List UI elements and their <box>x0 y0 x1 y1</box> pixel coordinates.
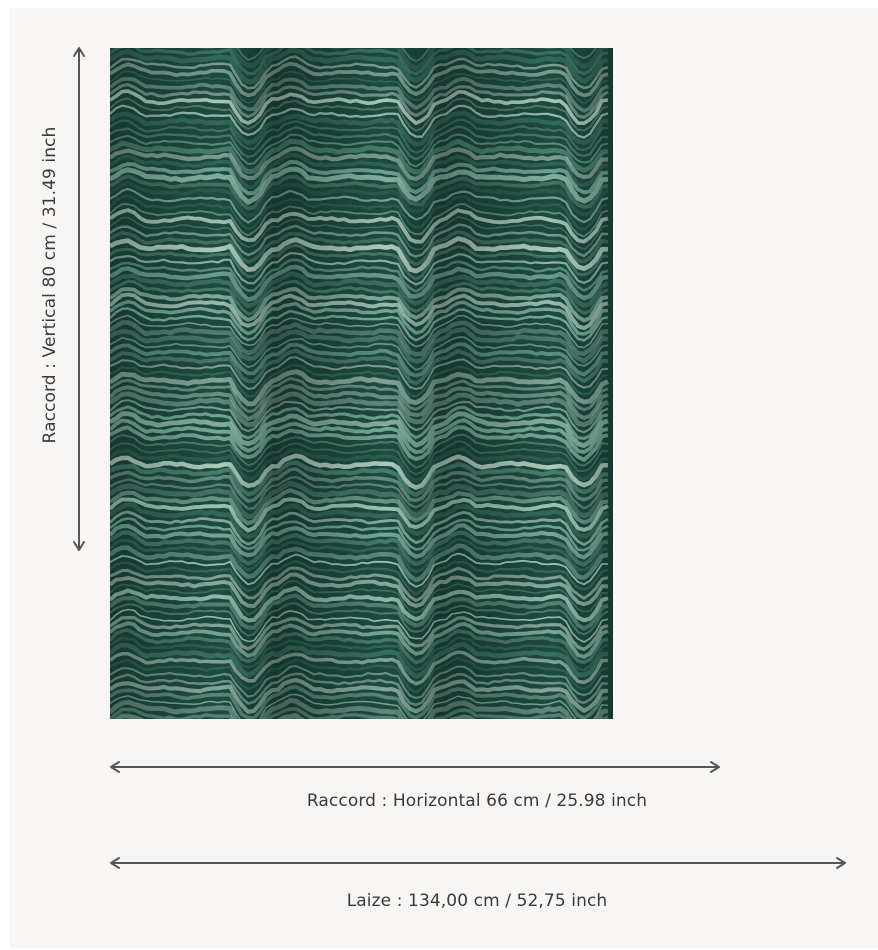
width-label: Laize : 134,00 cm / 52,75 inch <box>347 891 608 911</box>
wallpaper-pattern <box>110 48 613 719</box>
wallpaper-swatch <box>110 48 613 719</box>
vertical-repeat-arrow <box>66 44 92 556</box>
width-arrow <box>108 852 850 874</box>
vertical-repeat-label: Raccord : Vertical 80 cm / 31.49 inch <box>40 127 60 444</box>
horizontal-repeat-label: Raccord : Horizontal 66 cm / 25.98 inch <box>307 791 647 811</box>
horizontal-repeat-arrow <box>108 756 724 778</box>
